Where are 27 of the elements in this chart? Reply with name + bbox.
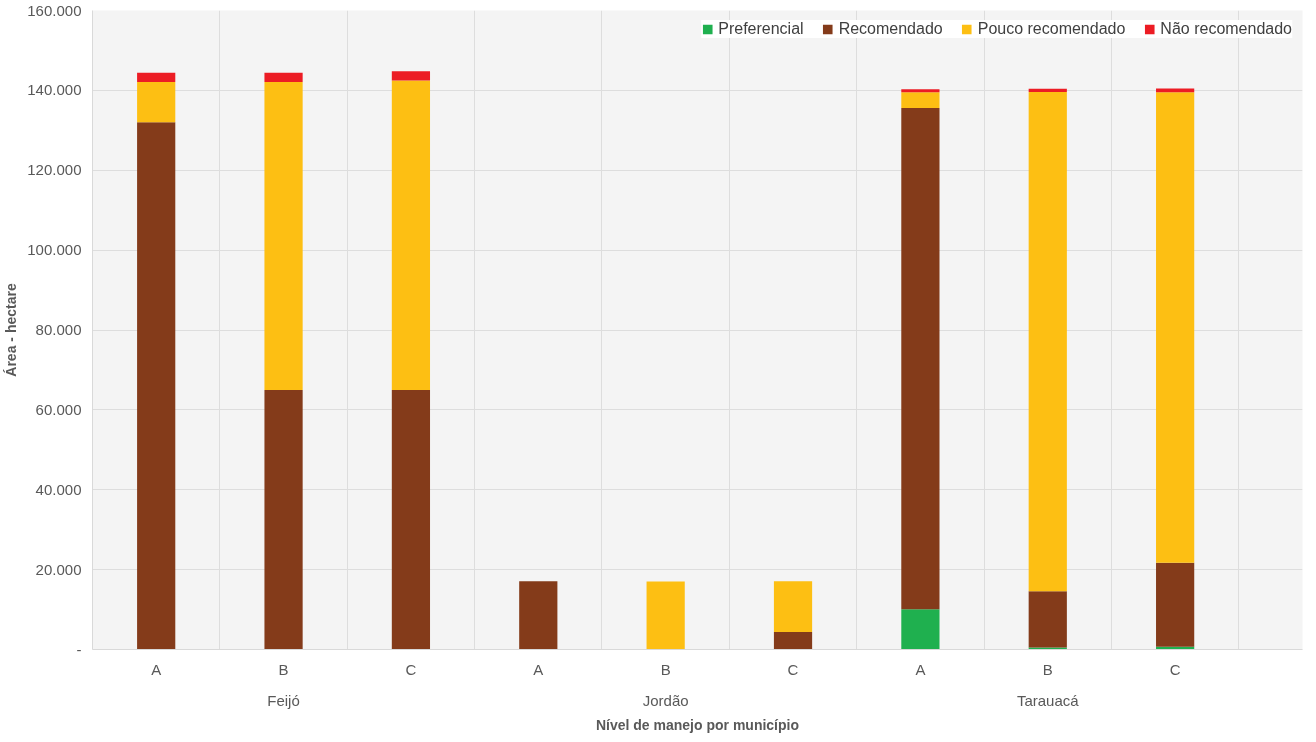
x-tick-label: A (533, 660, 544, 678)
y-tick-label: 160.000 (27, 1, 82, 19)
text: Jordão (642, 691, 689, 709)
x-axis-title: Nível de manejo por município (595, 716, 800, 733)
text: Tarauacá (1016, 691, 1080, 709)
y-tick-label: - (76, 640, 82, 658)
y-tick-label: 120.000 (27, 161, 82, 179)
x-tick-label: A (915, 660, 926, 678)
x-tick-label: A (151, 660, 162, 678)
y-tick-label: 80.000 (35, 321, 82, 338)
legend-label: Pouco recomendado (977, 20, 1126, 38)
y-tick-label: 40.000 (35, 480, 82, 498)
x-tick-label: C (787, 660, 799, 678)
x-tick-label: B (660, 660, 671, 678)
y-tick-label: 100.000 (27, 241, 82, 259)
text: Feijó (267, 691, 300, 709)
y-tick-label: 20.000 (35, 560, 82, 578)
x-tick-label: B (278, 660, 289, 678)
legend-label: Recomendado (838, 20, 943, 38)
legend-label: Não recomendado (1160, 20, 1292, 38)
x-tick-label: C (405, 660, 417, 678)
x-tick-label: B (1042, 660, 1053, 678)
legend-label: Preferencial (718, 20, 804, 38)
y-axis-title: Área - hectare (3, 283, 20, 377)
y-tick-label: 140.000 (27, 81, 82, 99)
y-tick-label: 60.000 (35, 400, 82, 418)
x-tick-label: C (1169, 660, 1181, 678)
